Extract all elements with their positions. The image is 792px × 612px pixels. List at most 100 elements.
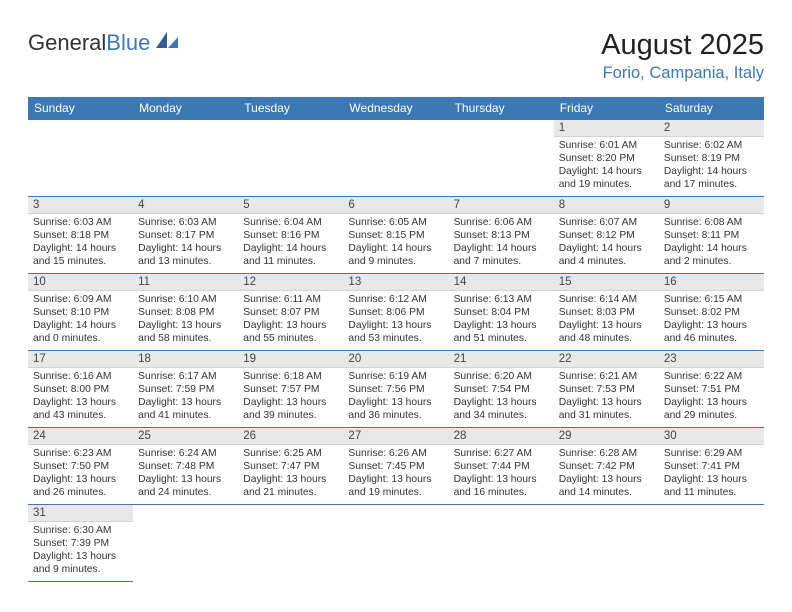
- calendar-day: 24Sunrise: 6:23 AMSunset: 7:50 PMDayligh…: [28, 427, 133, 504]
- brand-logo: GeneralBlue: [28, 30, 180, 56]
- day-content: Sunrise: 6:18 AMSunset: 7:57 PMDaylight:…: [238, 368, 343, 426]
- day-content: Sunrise: 6:23 AMSunset: 7:50 PMDaylight:…: [28, 445, 133, 503]
- day-content: Sunrise: 6:24 AMSunset: 7:48 PMDaylight:…: [133, 445, 238, 503]
- day-number: 30: [659, 428, 764, 445]
- day-number: 12: [238, 274, 343, 291]
- day-content: Sunrise: 6:26 AMSunset: 7:45 PMDaylight:…: [343, 445, 448, 503]
- day-content: Sunrise: 6:03 AMSunset: 8:18 PMDaylight:…: [28, 214, 133, 272]
- day-number: 27: [343, 428, 448, 445]
- day-content: Sunrise: 6:06 AMSunset: 8:13 PMDaylight:…: [449, 214, 554, 272]
- location: Forio, Campania, Italy: [601, 64, 764, 83]
- calendar-day: 13Sunrise: 6:12 AMSunset: 8:06 PMDayligh…: [343, 273, 448, 350]
- calendar-day: 8Sunrise: 6:07 AMSunset: 8:12 PMDaylight…: [554, 196, 659, 273]
- day-content: Sunrise: 6:05 AMSunset: 8:15 PMDaylight:…: [343, 214, 448, 272]
- weekday-header: Friday: [554, 97, 659, 120]
- calendar-day: 1Sunrise: 6:01 AMSunset: 8:20 PMDaylight…: [554, 119, 659, 196]
- weekday-header: Wednesday: [343, 97, 448, 120]
- calendar-day: 5Sunrise: 6:04 AMSunset: 8:16 PMDaylight…: [238, 196, 343, 273]
- calendar-day: 2Sunrise: 6:02 AMSunset: 8:19 PMDaylight…: [659, 119, 764, 196]
- calendar-empty: [554, 504, 659, 581]
- calendar-day: 4Sunrise: 6:03 AMSunset: 8:17 PMDaylight…: [133, 196, 238, 273]
- calendar-day: 6Sunrise: 6:05 AMSunset: 8:15 PMDaylight…: [343, 196, 448, 273]
- calendar-day: 3Sunrise: 6:03 AMSunset: 8:18 PMDaylight…: [28, 196, 133, 273]
- day-number: 14: [449, 274, 554, 291]
- calendar-day: 25Sunrise: 6:24 AMSunset: 7:48 PMDayligh…: [133, 427, 238, 504]
- month-title: August 2025: [601, 30, 764, 62]
- calendar-day: 10Sunrise: 6:09 AMSunset: 8:10 PMDayligh…: [28, 273, 133, 350]
- day-content: Sunrise: 6:03 AMSunset: 8:17 PMDaylight:…: [133, 214, 238, 272]
- day-number: 11: [133, 274, 238, 291]
- day-number: 19: [238, 351, 343, 368]
- day-number: 18: [133, 351, 238, 368]
- day-content: Sunrise: 6:19 AMSunset: 7:56 PMDaylight:…: [343, 368, 448, 426]
- day-content: Sunrise: 6:15 AMSunset: 8:02 PMDaylight:…: [659, 291, 764, 349]
- calendar-day: 21Sunrise: 6:20 AMSunset: 7:54 PMDayligh…: [449, 350, 554, 427]
- day-content: Sunrise: 6:25 AMSunset: 7:47 PMDaylight:…: [238, 445, 343, 503]
- calendar-day: 22Sunrise: 6:21 AMSunset: 7:53 PMDayligh…: [554, 350, 659, 427]
- day-content: Sunrise: 6:07 AMSunset: 8:12 PMDaylight:…: [554, 214, 659, 272]
- day-number: 13: [343, 274, 448, 291]
- day-content: Sunrise: 6:02 AMSunset: 8:19 PMDaylight:…: [659, 137, 764, 195]
- calendar-day: 14Sunrise: 6:13 AMSunset: 8:04 PMDayligh…: [449, 273, 554, 350]
- calendar-empty: [238, 504, 343, 581]
- calendar-empty: [133, 119, 238, 196]
- calendar-day: 16Sunrise: 6:15 AMSunset: 8:02 PMDayligh…: [659, 273, 764, 350]
- sail-icon: [154, 30, 180, 56]
- day-content: Sunrise: 6:28 AMSunset: 7:42 PMDaylight:…: [554, 445, 659, 503]
- calendar-empty: [238, 119, 343, 196]
- calendar-day: 12Sunrise: 6:11 AMSunset: 8:07 PMDayligh…: [238, 273, 343, 350]
- calendar-day: 29Sunrise: 6:28 AMSunset: 7:42 PMDayligh…: [554, 427, 659, 504]
- calendar-empty: [449, 119, 554, 196]
- day-content: Sunrise: 6:21 AMSunset: 7:53 PMDaylight:…: [554, 368, 659, 426]
- day-number: 1: [554, 120, 659, 137]
- day-content: Sunrise: 6:01 AMSunset: 8:20 PMDaylight:…: [554, 137, 659, 195]
- day-number: 2: [659, 120, 764, 137]
- calendar-empty: [28, 119, 133, 196]
- day-content: Sunrise: 6:29 AMSunset: 7:41 PMDaylight:…: [659, 445, 764, 503]
- day-content: Sunrise: 6:16 AMSunset: 8:00 PMDaylight:…: [28, 368, 133, 426]
- day-content: Sunrise: 6:14 AMSunset: 8:03 PMDaylight:…: [554, 291, 659, 349]
- day-number: 29: [554, 428, 659, 445]
- day-number: 15: [554, 274, 659, 291]
- day-number: 23: [659, 351, 764, 368]
- day-number: 7: [449, 197, 554, 214]
- day-content: Sunrise: 6:04 AMSunset: 8:16 PMDaylight:…: [238, 214, 343, 272]
- day-number: 20: [343, 351, 448, 368]
- day-number: 16: [659, 274, 764, 291]
- weekday-header: Monday: [133, 97, 238, 120]
- calendar-day: 11Sunrise: 6:10 AMSunset: 8:08 PMDayligh…: [133, 273, 238, 350]
- calendar-day: 30Sunrise: 6:29 AMSunset: 7:41 PMDayligh…: [659, 427, 764, 504]
- day-content: Sunrise: 6:10 AMSunset: 8:08 PMDaylight:…: [133, 291, 238, 349]
- day-content: Sunrise: 6:22 AMSunset: 7:51 PMDaylight:…: [659, 368, 764, 426]
- day-number: 17: [28, 351, 133, 368]
- calendar-day: 20Sunrise: 6:19 AMSunset: 7:56 PMDayligh…: [343, 350, 448, 427]
- calendar-day: 18Sunrise: 6:17 AMSunset: 7:59 PMDayligh…: [133, 350, 238, 427]
- day-number: 22: [554, 351, 659, 368]
- day-number: 28: [449, 428, 554, 445]
- day-content: Sunrise: 6:13 AMSunset: 8:04 PMDaylight:…: [449, 291, 554, 349]
- weekday-header: Saturday: [659, 97, 764, 120]
- calendar-empty: [133, 504, 238, 581]
- calendar-day: 26Sunrise: 6:25 AMSunset: 7:47 PMDayligh…: [238, 427, 343, 504]
- day-number: 8: [554, 197, 659, 214]
- calendar-day: 7Sunrise: 6:06 AMSunset: 8:13 PMDaylight…: [449, 196, 554, 273]
- day-number: 9: [659, 197, 764, 214]
- day-content: Sunrise: 6:12 AMSunset: 8:06 PMDaylight:…: [343, 291, 448, 349]
- weekday-header: Sunday: [28, 97, 133, 120]
- day-number: 24: [28, 428, 133, 445]
- calendar-empty: [449, 504, 554, 581]
- day-number: 3: [28, 197, 133, 214]
- day-content: Sunrise: 6:27 AMSunset: 7:44 PMDaylight:…: [449, 445, 554, 503]
- calendar-day: 15Sunrise: 6:14 AMSunset: 8:03 PMDayligh…: [554, 273, 659, 350]
- calendar-empty: [659, 504, 764, 581]
- day-content: Sunrise: 6:20 AMSunset: 7:54 PMDaylight:…: [449, 368, 554, 426]
- weekday-header: Thursday: [449, 97, 554, 120]
- calendar-day: 19Sunrise: 6:18 AMSunset: 7:57 PMDayligh…: [238, 350, 343, 427]
- day-number: 26: [238, 428, 343, 445]
- day-content: Sunrise: 6:09 AMSunset: 8:10 PMDaylight:…: [28, 291, 133, 349]
- calendar-day: 23Sunrise: 6:22 AMSunset: 7:51 PMDayligh…: [659, 350, 764, 427]
- calendar-table: SundayMondayTuesdayWednesdayThursdayFrid…: [28, 97, 764, 582]
- calendar-day: 31Sunrise: 6:30 AMSunset: 7:39 PMDayligh…: [28, 504, 133, 581]
- day-number: 4: [133, 197, 238, 214]
- day-number: 25: [133, 428, 238, 445]
